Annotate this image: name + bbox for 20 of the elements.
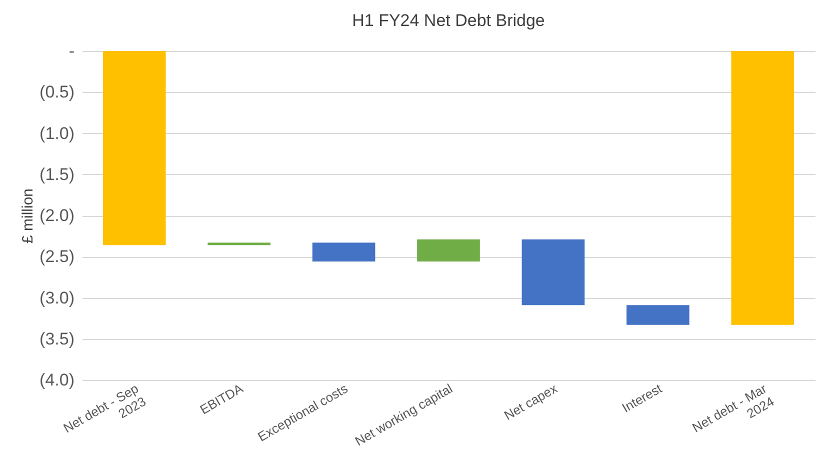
bar — [731, 51, 794, 325]
y-tick-label: - — [68, 42, 74, 60]
y-tick-label: (1.5) — [40, 164, 74, 184]
bar — [102, 51, 166, 246]
y-tick-label: (3.5) — [40, 329, 74, 348]
y-tick-label: (3.0) — [40, 288, 74, 308]
bar — [626, 305, 690, 325]
bar — [522, 239, 585, 306]
y-tick-label: (1.0) — [40, 124, 74, 143]
chart-title: H1 FY24 Net Debt Bridge — [352, 11, 545, 30]
y-axis-title: £ million — [20, 188, 37, 244]
bar — [208, 242, 270, 246]
x-tick-label: Net debt - Mar 2024 — [690, 380, 777, 436]
bar — [312, 242, 376, 262]
y-tick-label: (2.5) — [40, 247, 74, 266]
y-tick-label: (0.5) — [40, 82, 74, 102]
y-tick-label: (4.0) — [40, 370, 74, 390]
bar — [417, 239, 480, 262]
y-tick-label: (2.0) — [40, 206, 74, 225]
x-tick-label: Net capex — [502, 380, 560, 424]
